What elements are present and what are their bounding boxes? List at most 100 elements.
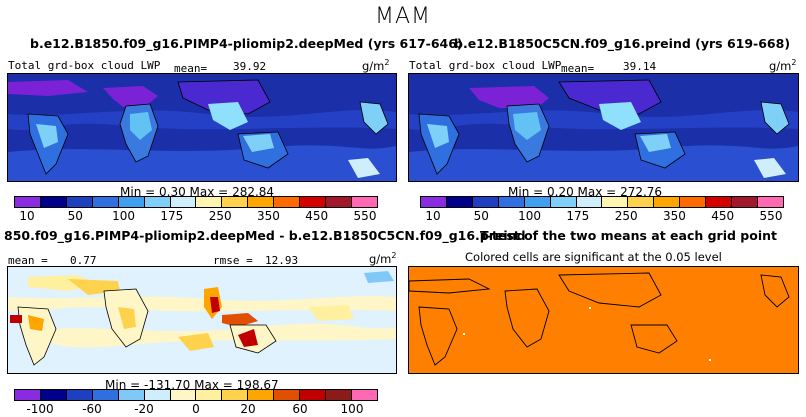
colorbar-swatch <box>118 390 145 400</box>
colorbar-swatch <box>654 197 681 207</box>
field-label-top-right: Total grd-box cloud LWP <box>409 59 562 72</box>
panel-title-bottom-right: T-test of the two means at each grid poi… <box>480 228 777 243</box>
colorbar-swatch <box>222 197 249 207</box>
nonsignificant-cells <box>463 307 711 361</box>
minmax-bottom-left: Min = -131.70 Max = 198.67 <box>105 378 279 392</box>
colorbar-swatch <box>92 197 119 207</box>
colorbar-top-right <box>420 196 784 208</box>
colorbar-tick-label: 450 <box>711 209 735 223</box>
colorbar-bottom-left <box>14 389 378 401</box>
units-top-right: g/m2 <box>769 58 797 73</box>
colorbar-swatch <box>351 390 377 400</box>
colorbar-tick-label: 250 <box>614 209 638 223</box>
colorbar-tick-label: 175 <box>160 209 184 223</box>
minmax-top-left: Min = 0.30 Max = 282.84 <box>120 185 275 199</box>
colorbar-swatch <box>524 197 551 207</box>
colorbar-tick-label: 10 <box>19 209 35 223</box>
colorbar-swatch <box>66 390 93 400</box>
colorbar-swatch <box>421 197 447 207</box>
colorbar-swatch <box>472 197 499 207</box>
colorbar-tick-label: 100 <box>518 209 542 223</box>
colorbar-tick-label: 50 <box>473 209 489 223</box>
colorbar-tick-label: 550 <box>759 209 783 223</box>
mean-value-bottom-left: 0.77 <box>70 254 97 267</box>
mean-label-top-left: mean= <box>174 62 208 75</box>
colorbar-swatch <box>326 197 352 207</box>
ttest-significance-map <box>409 267 798 373</box>
lwp-map-difference <box>8 267 396 373</box>
colorbar-swatch <box>196 197 223 207</box>
colorbar-tick-label: 100 <box>112 209 136 223</box>
mean-label-bottom-left: mean = <box>8 254 48 267</box>
colorbar-swatch <box>274 197 301 207</box>
colorbar-tick-label: -20 <box>134 402 154 416</box>
map-top-left <box>7 73 397 182</box>
map-bottom-right <box>408 266 799 374</box>
colorbar-ticks-bottom-left: -100 -60 -20 0 20 60 100 <box>14 402 378 416</box>
colorbar-swatch <box>680 197 707 207</box>
colorbar-top-left <box>14 196 378 208</box>
colorbar-swatch <box>118 197 145 207</box>
colorbar-swatch <box>222 390 249 400</box>
colorbar-swatch <box>170 390 197 400</box>
colorbar-swatch <box>757 197 783 207</box>
colorbar-swatch <box>274 390 301 400</box>
colorbar-swatch <box>15 197 41 207</box>
mean-value-top-left: 39.92 <box>233 60 267 73</box>
season-title: MAM <box>374 4 431 29</box>
colorbar-tick-label: 100 <box>340 402 364 416</box>
colorbar-swatch <box>300 390 327 400</box>
colorbar-swatch <box>248 197 275 207</box>
colorbar-tick-label: 60 <box>292 402 308 416</box>
units-top-left: g/m2 <box>362 58 390 73</box>
colorbar-tick-label: 450 <box>305 209 329 223</box>
colorbar-tick-label: -100 <box>26 402 54 416</box>
colorbar-swatch <box>92 390 119 400</box>
lwp-map-model <box>8 74 396 181</box>
colorbar-swatch <box>144 197 171 207</box>
colorbar-swatch <box>196 390 223 400</box>
colorbar-swatch <box>144 390 171 400</box>
minmax-top-right: Min = 0.20 Max = 272.76 <box>508 185 663 199</box>
mean-label-top-right: mean= <box>561 62 595 75</box>
colorbar-swatch <box>170 197 197 207</box>
field-label-top-left: Total grd-box cloud LWP <box>8 59 161 72</box>
colorbar-ticks-top-right: 10 50 100 175 250 350 450 550 <box>420 209 784 223</box>
mean-value-top-right: 39.14 <box>623 60 657 73</box>
colorbar-tick-label: 350 <box>662 209 686 223</box>
panel-subtitle-bottom-right: Colored cells are significant at the 0.0… <box>465 250 722 264</box>
colorbar-tick-label: 550 <box>353 209 377 223</box>
rmse-label-bottom-left: rmse = <box>213 254 253 267</box>
colorbar-swatch <box>300 197 327 207</box>
significance-fill <box>409 267 798 373</box>
colorbar-tick-label: 50 <box>67 209 83 223</box>
units-bottom-left: g/m2 <box>369 251 397 266</box>
colorbar-swatch <box>326 390 352 400</box>
colorbar-swatch <box>15 390 41 400</box>
colorbar-swatch <box>40 197 67 207</box>
colorbar-ticks-top-left: 10 50 100 175 250 350 450 550 <box>14 209 378 223</box>
colorbar-tick-label: 20 <box>240 402 256 416</box>
colorbar-swatch <box>446 197 473 207</box>
colorbar-tick-label: 10 <box>425 209 441 223</box>
colorbar-swatch <box>248 390 275 400</box>
colorbar-tick-label: -60 <box>82 402 102 416</box>
colorbar-swatch <box>66 197 93 207</box>
colorbar-swatch <box>351 197 377 207</box>
panel-title-top-right: b.e12.B1850C5CN.f09_g16.preind (yrs 619-… <box>454 36 791 51</box>
panel-title-bottom-left: 850.f09_g16.PIMP4-pliomip2.deepMed - b.e… <box>4 228 526 243</box>
colorbar-swatch <box>732 197 758 207</box>
rmse-value-bottom-left: 12.93 <box>265 254 299 267</box>
colorbar-tick-label: 350 <box>256 209 280 223</box>
colorbar-tick-label: 0 <box>192 402 200 416</box>
coastlines <box>409 272 790 366</box>
colorbar-swatch <box>602 197 629 207</box>
colorbar-swatch <box>628 197 655 207</box>
map-bottom-left <box>7 266 397 374</box>
colorbar-swatch <box>498 197 525 207</box>
lwp-map-control <box>409 74 798 181</box>
colorbar-swatch <box>550 197 577 207</box>
colorbar-tick-label: 175 <box>566 209 590 223</box>
colorbar-swatch <box>706 197 733 207</box>
colorbar-tick-label: 250 <box>208 209 232 223</box>
